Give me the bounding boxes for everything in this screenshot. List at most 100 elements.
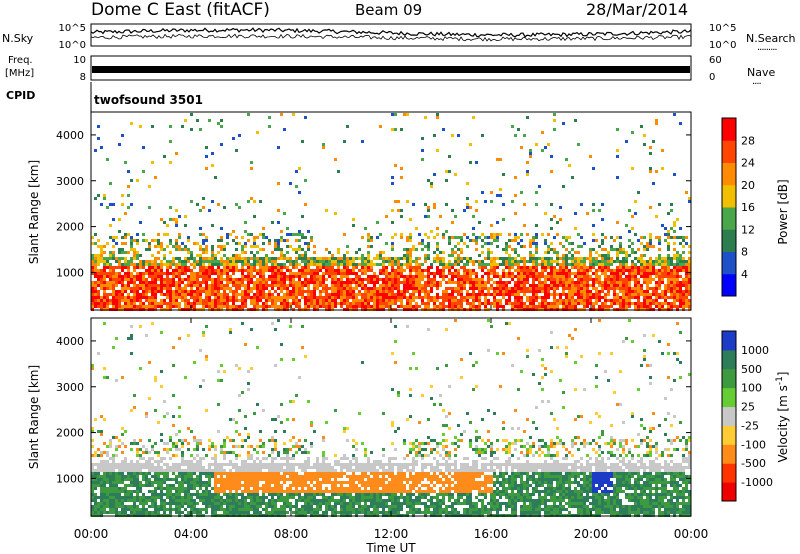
heatmap-cell <box>175 505 178 508</box>
heatmap-cell <box>535 287 538 290</box>
heatmap-cell <box>241 305 244 308</box>
heatmap-cell <box>157 511 160 514</box>
heatmap-cell <box>232 257 235 260</box>
heatmap-cell <box>406 278 409 281</box>
heatmap-cell <box>277 296 280 299</box>
heatmap-cell <box>436 305 439 308</box>
heatmap-cell <box>394 263 397 266</box>
heatmap-cell <box>124 287 127 290</box>
heatmap-cell <box>343 293 346 296</box>
heatmap-cell <box>235 502 238 505</box>
heatmap-cell <box>310 305 313 308</box>
freq-unit: [MHz] <box>5 68 34 79</box>
heatmap-cell <box>490 269 493 272</box>
heatmap-cell <box>241 391 244 394</box>
heatmap-cell <box>352 302 355 305</box>
heatmap-cell <box>493 266 496 269</box>
heatmap-cell <box>109 254 112 257</box>
heatmap-cell <box>148 490 151 493</box>
heatmap-cell <box>109 457 112 460</box>
heatmap-cell <box>151 484 154 487</box>
heatmap-cell <box>604 287 607 290</box>
heatmap-cell <box>208 302 211 305</box>
heatmap-cell <box>244 508 247 511</box>
heatmap-cell <box>547 272 550 275</box>
heatmap-cell <box>148 460 151 463</box>
heatmap-cell <box>175 463 178 466</box>
heatmap-cell <box>199 496 202 499</box>
heatmap-cell <box>433 206 436 209</box>
heatmap-cell <box>430 182 433 185</box>
heatmap-cell <box>466 275 469 278</box>
heatmap-cell <box>388 287 391 290</box>
heatmap-cell <box>613 248 616 251</box>
heatmap-cell <box>100 469 103 472</box>
heatmap-cell <box>364 290 367 293</box>
heatmap-cell <box>391 281 394 284</box>
heatmap-cell <box>184 478 187 481</box>
heatmap-cell <box>190 128 193 131</box>
heatmap-cell <box>187 493 190 496</box>
heatmap-cell <box>523 269 526 272</box>
heatmap-cell <box>532 239 535 242</box>
heatmap-cell <box>337 266 340 269</box>
heatmap-cell <box>553 284 556 287</box>
heatmap-cell <box>517 278 520 281</box>
heatmap-cell <box>244 296 247 299</box>
heatmap-cell <box>178 293 181 296</box>
heatmap-cell <box>487 236 490 239</box>
heatmap-cell <box>517 266 520 269</box>
heatmap-cell <box>532 284 535 287</box>
heatmap-cell <box>166 484 169 487</box>
heatmap-cell <box>169 484 172 487</box>
heatmap-cell <box>124 496 127 499</box>
heatmap-cell <box>118 487 121 490</box>
heatmap-cell <box>232 451 235 454</box>
heatmap-cell <box>130 281 133 284</box>
heatmap-cell <box>502 272 505 275</box>
heatmap-cell <box>487 278 490 281</box>
heatmap-cell <box>415 257 418 260</box>
heatmap-cell <box>94 254 97 257</box>
heatmap-cell <box>280 239 283 242</box>
heatmap-cell <box>166 263 169 266</box>
heatmap-cell <box>307 290 310 293</box>
heatmap-cell <box>427 254 430 257</box>
heatmap-cell <box>349 278 352 281</box>
heatmap-cell <box>355 266 358 269</box>
heatmap-cell <box>97 257 100 260</box>
heatmap-cell <box>211 293 214 296</box>
heatmap-cell <box>502 293 505 296</box>
heatmap-cell <box>439 269 442 272</box>
heatmap-cell <box>181 260 184 263</box>
heatmap-cell <box>655 170 658 173</box>
heatmap-cell <box>574 284 577 287</box>
heatmap-cell <box>385 275 388 278</box>
heatmap-cell <box>325 290 328 293</box>
heatmap-cell <box>337 257 340 260</box>
heatmap-cell <box>430 263 433 266</box>
heatmap-cell <box>331 299 334 302</box>
heatmap-cell <box>586 281 589 284</box>
heatmap-cell <box>304 236 307 239</box>
heatmap-cell <box>598 296 601 299</box>
heatmap-cell <box>532 275 535 278</box>
heatmap-cell <box>121 269 124 272</box>
cpid-label: CPID <box>6 89 35 102</box>
heatmap-cell <box>220 448 223 451</box>
heatmap-cell <box>640 302 643 305</box>
heatmap-cell <box>499 299 502 302</box>
heatmap-cell <box>616 128 619 131</box>
heatmap-cell <box>565 158 568 161</box>
heatmap-cell <box>94 305 97 308</box>
heatmap-cell <box>184 278 187 281</box>
heatmap-cell <box>214 284 217 287</box>
heatmap-cell <box>109 439 112 442</box>
heatmap-cell <box>196 203 199 206</box>
heatmap-cell <box>94 463 97 466</box>
heatmap-cell <box>499 158 502 161</box>
heatmap-cell <box>232 230 235 233</box>
heatmap-cell <box>109 287 112 290</box>
heatmap-cell <box>547 263 550 266</box>
heatmap-cell <box>247 200 250 203</box>
